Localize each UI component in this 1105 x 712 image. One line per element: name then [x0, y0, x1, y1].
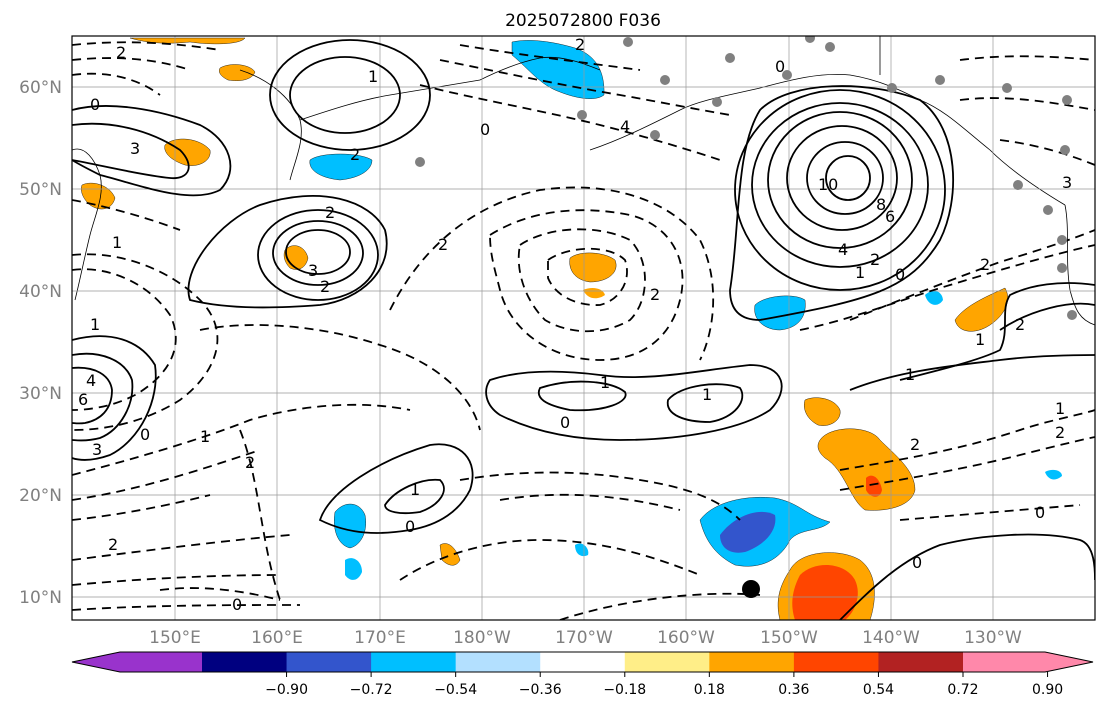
contour-label: 2: [116, 43, 126, 62]
colorbar-segment: [371, 652, 457, 672]
contour-labels: 2 0 1 3 2 3 2 2 0 2 1 1 10 8 6 4 2 1 0 0…: [78, 35, 1072, 614]
colorbar-segment: [455, 652, 541, 672]
colorbar-segment: [286, 652, 372, 672]
lon-tick-label: 150°W: [760, 628, 818, 648]
colorbar-tick-label: 0.54: [863, 682, 894, 698]
lon-tick-label: 160°E: [251, 628, 303, 648]
colorbar-segment: [793, 652, 879, 672]
colorbar-segment: [709, 652, 795, 672]
colorbar-tick-label: −0.72: [350, 682, 393, 698]
lat-tick-label: 50°N: [19, 180, 62, 200]
contour-label: 1: [200, 427, 210, 446]
colorbar-segment: [624, 652, 710, 672]
contour-label: 0: [912, 553, 922, 572]
contour-label: 1: [702, 385, 712, 404]
lat-axis: 60°N 50°N 40°N 30°N 20°N 10°N: [19, 78, 62, 608]
lon-tick-label: 140°W: [862, 628, 920, 648]
contour-label: 4: [620, 117, 630, 136]
map-frame-bg: [72, 36, 1095, 620]
coastlines: [72, 36, 1095, 326]
contour-label: 1: [112, 233, 122, 252]
contour-label: 0: [140, 425, 150, 444]
lon-tick-label: 160°W: [657, 628, 715, 648]
contour-label: 2: [108, 535, 118, 554]
colorbar-tick-label: −0.18: [603, 682, 646, 698]
colorbar-segment: [878, 652, 964, 672]
lon-axis: 150°E 160°E 170°E 180°W 170°W 160°W 150°…: [149, 628, 1022, 648]
contour-label: 3: [130, 139, 140, 158]
contour-label: 0: [232, 595, 242, 614]
contour-label: 0: [405, 517, 415, 536]
dashed-contours: [72, 41, 1095, 620]
lat-tick-label: 40°N: [19, 282, 62, 302]
contour-label: 1: [90, 315, 100, 334]
contour-label: 2: [1015, 315, 1025, 334]
colorbar-segment: [540, 652, 626, 672]
lat-tick-label: 60°N: [19, 78, 62, 98]
contour-label: 2: [575, 35, 585, 54]
colorbar: −0.90 −0.72 −0.54 −0.36 −0.18 0.18 0.36 0.54 0.7…: [71, 651, 1094, 698]
colorbar-tick-label: 0.18: [694, 682, 725, 698]
lat-tick-label: 10°N: [19, 588, 62, 608]
contour-label: 1: [855, 263, 865, 282]
lon-tick-label: 130°W: [964, 628, 1022, 648]
colorbar-outline: [71, 651, 1094, 673]
contour-label: 2: [650, 285, 660, 304]
contour-label: 10: [818, 175, 838, 194]
colorbar-extend-low: [72, 652, 202, 672]
lon-tick-label: 170°W: [555, 628, 613, 648]
contour-label: 2: [350, 145, 360, 164]
lat-tick-label: 30°N: [19, 384, 62, 404]
contour-label: 6: [78, 390, 88, 409]
colorbar-tick-label: −0.90: [265, 682, 308, 698]
contour-label: 1: [975, 330, 985, 349]
contour-label: 0: [895, 265, 905, 284]
contour-label: 6: [885, 207, 895, 226]
contour-label: 3: [1062, 173, 1072, 192]
station-markers: [415, 36, 1077, 320]
contour-label: 2: [1055, 423, 1065, 442]
contour-label: 3: [92, 440, 102, 459]
contour-label: 2: [320, 277, 330, 296]
colorbar-tick-label: −0.36: [519, 682, 562, 698]
contour-label: 0: [480, 120, 490, 139]
colorbar-tick-label: 0.72: [947, 682, 978, 698]
solid-contours: [72, 39, 1095, 620]
contour-label: 2: [325, 203, 335, 222]
contour-label: 0: [560, 413, 570, 432]
contour-label: 1: [600, 373, 610, 392]
map-title: 2025072800 F036: [505, 11, 661, 31]
contour-label: 1: [905, 365, 915, 384]
contour-label: 2: [438, 235, 448, 254]
lon-tick-label: 150°E: [149, 628, 201, 648]
contour-label: 8: [876, 195, 886, 214]
contour-label: 2: [245, 453, 255, 472]
colorbar-segment: [202, 652, 288, 672]
colorbar-tick-label: 0.36: [778, 682, 809, 698]
contour-label: 2: [910, 435, 920, 454]
storm-center-marker: [742, 580, 760, 598]
contour-label: 3: [308, 261, 318, 280]
lon-tick-label: 180°W: [453, 628, 511, 648]
contour-label: 0: [1035, 503, 1045, 522]
contour-label: 2: [980, 255, 990, 274]
lon-tick-label: 170°E: [354, 628, 406, 648]
contour-label: 0: [775, 57, 785, 76]
contour-label: 4: [86, 371, 96, 390]
map-content: 2 0 1 3 2 3 2 2 0 2 1 1 10 8 6 4 2 1 0 0…: [72, 35, 1095, 620]
colorbar-extend-high: [963, 652, 1093, 672]
colorbar-tick-label: −0.54: [434, 682, 477, 698]
contour-label: 4: [838, 240, 848, 259]
colorbar-tick-label: 0.90: [1032, 682, 1063, 698]
contour-label: 1: [410, 480, 420, 499]
lat-tick-label: 20°N: [19, 486, 62, 506]
map-frame: [71, 35, 1096, 621]
contour-label: 2: [870, 250, 880, 269]
contour-label: 0: [90, 95, 100, 114]
contour-label: 1: [1055, 399, 1065, 418]
contour-label: 1: [368, 67, 378, 86]
